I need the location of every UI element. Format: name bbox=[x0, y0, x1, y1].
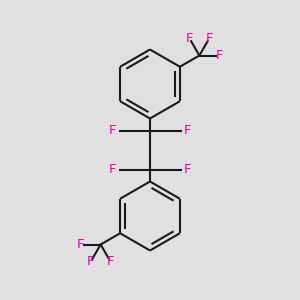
Text: F: F bbox=[184, 124, 191, 137]
Text: F: F bbox=[77, 238, 84, 251]
Text: F: F bbox=[216, 49, 223, 62]
Text: F: F bbox=[109, 124, 116, 137]
Text: F: F bbox=[107, 255, 114, 268]
Text: F: F bbox=[87, 255, 94, 268]
Text: F: F bbox=[186, 32, 193, 45]
Text: F: F bbox=[206, 32, 213, 45]
Text: F: F bbox=[109, 163, 116, 176]
Text: F: F bbox=[184, 163, 191, 176]
